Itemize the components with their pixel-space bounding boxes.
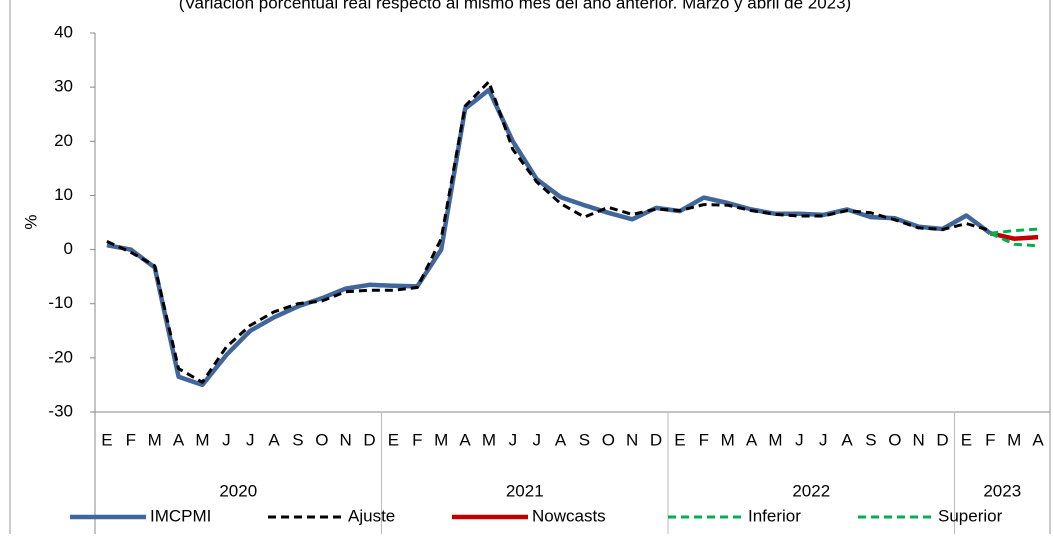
y-tick-label: -10	[48, 293, 73, 312]
y-tick-label: 20	[54, 131, 73, 150]
legend-label: Superior	[938, 506, 1003, 525]
x-tick-label: A	[746, 430, 758, 449]
y-tick-label: -20	[48, 347, 73, 366]
x-tick-label: O	[888, 430, 901, 449]
x-tick-label: E	[388, 430, 399, 449]
x-tick-label: E	[101, 430, 112, 449]
y-tick-label: 0	[64, 239, 73, 258]
x-tick-label: D	[363, 430, 375, 449]
series-line	[989, 231, 1039, 248]
x-tick-label: A	[841, 430, 853, 449]
x-tick-label: F	[985, 430, 995, 449]
legend-label: Inferior	[748, 506, 801, 525]
x-tick-label: O	[315, 430, 328, 449]
x-tick-label: A	[459, 430, 471, 449]
legend-label: Nowcasts	[532, 506, 606, 525]
x-tick-label: A	[1032, 430, 1044, 449]
x-tick-label: J	[819, 430, 828, 449]
x-tick-label: M	[148, 430, 162, 449]
x-tick-label: M	[721, 430, 735, 449]
x-tick-label: S	[579, 430, 590, 449]
series-line	[989, 231, 1039, 241]
x-tick-label: F	[412, 430, 422, 449]
y-tick-label: -30	[48, 401, 73, 420]
group-label: 2022	[792, 481, 830, 500]
x-tick-label: E	[961, 430, 972, 449]
chart-title: (Variación porcentual real respecto al m…	[179, 0, 851, 12]
x-tick-label: S	[292, 430, 303, 449]
x-tick-label: N	[340, 430, 352, 449]
x-tick-label: J	[222, 430, 231, 449]
x-tick-label: M	[1007, 430, 1021, 449]
x-tick-label: J	[795, 430, 804, 449]
y-tick-label: 30	[54, 77, 73, 96]
group-label: 2023	[983, 481, 1021, 500]
series-line	[106, 80, 991, 384]
x-tick-label: M	[195, 430, 209, 449]
group-label: 2020	[219, 481, 257, 500]
y-axis-label: %	[21, 214, 40, 229]
series-line	[990, 227, 1039, 235]
x-tick-label: F	[126, 430, 136, 449]
legend-label: IMCPMI	[150, 506, 211, 525]
x-tick-label: E	[674, 430, 685, 449]
x-tick-label: N	[626, 430, 638, 449]
series-line	[106, 87, 992, 388]
x-tick-label: O	[602, 430, 615, 449]
y-tick-label: 40	[54, 22, 73, 41]
x-tick-label: A	[555, 430, 567, 449]
group-label: 2021	[506, 481, 544, 500]
x-tick-label: J	[246, 430, 255, 449]
x-tick-label: J	[532, 430, 541, 449]
x-tick-label: N	[913, 430, 925, 449]
chart-border	[9, 0, 1051, 539]
x-tick-label: M	[434, 430, 448, 449]
x-tick-label: D	[936, 430, 948, 449]
y-tick-label: 10	[54, 185, 73, 204]
x-tick-label: M	[482, 430, 496, 449]
x-tick-label: M	[768, 430, 782, 449]
legend-label: Ajuste	[348, 506, 395, 525]
x-tick-label: A	[268, 430, 280, 449]
x-tick-label: F	[699, 430, 709, 449]
x-tick-label: S	[865, 430, 876, 449]
x-tick-label: D	[650, 430, 662, 449]
x-tick-label: A	[173, 430, 185, 449]
x-tick-label: J	[509, 430, 518, 449]
